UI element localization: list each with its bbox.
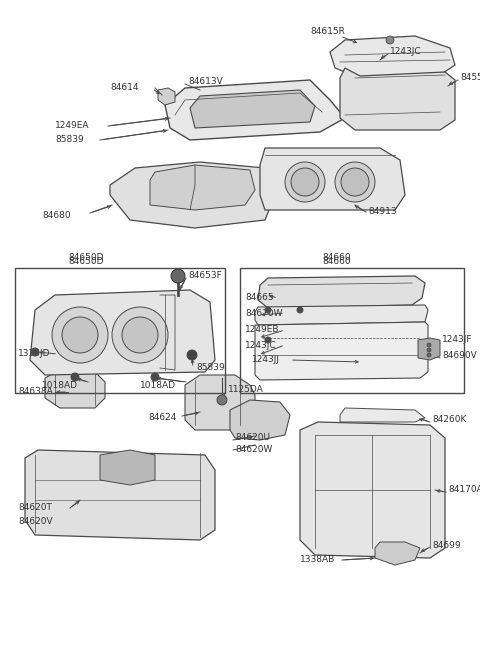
Polygon shape [255, 322, 428, 380]
Circle shape [151, 373, 159, 381]
Text: 84260K: 84260K [432, 415, 467, 424]
Text: 84690V: 84690V [442, 352, 477, 360]
Polygon shape [330, 36, 455, 80]
Polygon shape [190, 90, 315, 128]
Text: 84660: 84660 [322, 253, 350, 263]
Polygon shape [340, 68, 455, 130]
Polygon shape [30, 290, 215, 375]
Text: 85839: 85839 [196, 364, 225, 373]
Text: 84680: 84680 [42, 210, 71, 219]
Text: 84665: 84665 [245, 293, 274, 303]
Text: 84653F: 84653F [188, 271, 222, 280]
Polygon shape [165, 80, 345, 140]
Circle shape [187, 350, 197, 360]
Polygon shape [110, 162, 275, 228]
Circle shape [297, 307, 303, 313]
Text: 1249EA: 1249EA [55, 121, 89, 130]
Circle shape [265, 337, 271, 343]
Text: 1243JJ: 1243JJ [252, 356, 280, 364]
Polygon shape [150, 165, 255, 210]
Polygon shape [300, 422, 445, 558]
Polygon shape [45, 370, 105, 408]
Text: 84620W: 84620W [235, 445, 272, 455]
Text: 84615R: 84615R [310, 28, 345, 37]
Text: 84650D: 84650D [68, 257, 104, 267]
Polygon shape [185, 375, 255, 430]
Circle shape [52, 307, 108, 363]
Circle shape [112, 307, 168, 363]
Polygon shape [258, 276, 425, 308]
Text: 1243JF: 1243JF [442, 335, 472, 345]
Polygon shape [375, 542, 420, 565]
Circle shape [31, 348, 39, 356]
Text: 84550B: 84550B [460, 73, 480, 83]
Circle shape [427, 353, 431, 357]
Text: 1243JC: 1243JC [245, 341, 276, 350]
Text: 84670W: 84670W [245, 309, 283, 318]
Text: 1125DA: 1125DA [228, 386, 264, 394]
Text: 1018AD: 1018AD [140, 381, 176, 390]
Circle shape [71, 373, 79, 381]
Polygon shape [25, 450, 215, 540]
Circle shape [335, 162, 375, 202]
Text: 84620V: 84620V [18, 517, 53, 527]
Circle shape [217, 395, 227, 405]
Text: 1335JD: 1335JD [18, 350, 50, 358]
Circle shape [171, 269, 185, 283]
Text: 84620T: 84620T [18, 504, 52, 512]
Text: 84624: 84624 [148, 413, 176, 422]
Text: 84614: 84614 [110, 83, 139, 92]
Bar [15, 268, 225, 393]
Circle shape [427, 343, 431, 347]
Text: 84650D: 84650D [68, 253, 104, 263]
Circle shape [265, 307, 271, 313]
Text: 84913: 84913 [368, 208, 396, 217]
Text: 84660: 84660 [322, 257, 350, 267]
Text: 1249EB: 1249EB [245, 326, 279, 335]
Text: 84620U: 84620U [235, 434, 270, 443]
Polygon shape [230, 400, 290, 440]
Circle shape [291, 168, 319, 196]
Circle shape [386, 36, 394, 44]
Text: 84170A: 84170A [448, 485, 480, 495]
Text: 84613V: 84613V [188, 77, 223, 86]
Circle shape [427, 348, 431, 352]
Polygon shape [418, 338, 440, 360]
Text: 1338AB: 1338AB [300, 555, 335, 565]
Text: 84699: 84699 [432, 540, 461, 550]
Polygon shape [158, 88, 175, 105]
Text: 1018AD: 1018AD [42, 381, 78, 390]
Polygon shape [100, 450, 155, 485]
Circle shape [62, 317, 98, 353]
Text: 1243JC: 1243JC [390, 48, 421, 56]
Polygon shape [260, 148, 405, 210]
Text: 85839: 85839 [55, 136, 84, 145]
Bar [240, 268, 464, 393]
Polygon shape [255, 305, 428, 325]
Polygon shape [340, 408, 425, 422]
Circle shape [341, 168, 369, 196]
Text: 84638A: 84638A [18, 388, 53, 396]
Circle shape [285, 162, 325, 202]
Circle shape [122, 317, 158, 353]
